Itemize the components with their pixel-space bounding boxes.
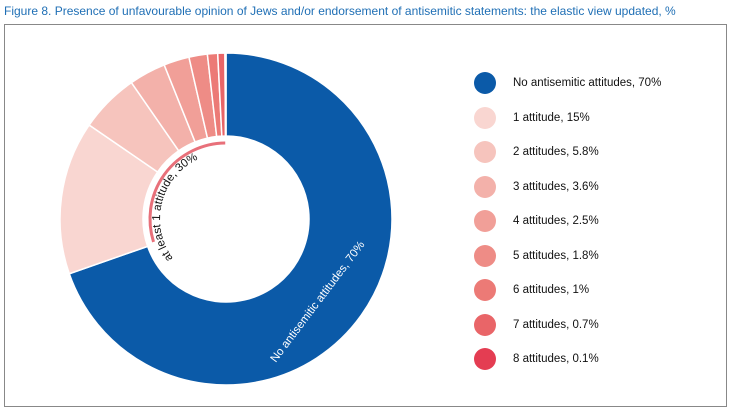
figure-title: Figure 8. Presence of unfavourable opini… bbox=[4, 4, 676, 18]
legend-swatch bbox=[474, 313, 496, 336]
legend-item: 2 attitudes, 5.8% bbox=[474, 135, 661, 170]
legend-label: 7 attitudes, 0.7% bbox=[513, 318, 599, 331]
legend-label: 5 attitudes, 1.8% bbox=[513, 249, 599, 262]
legend-item: 4 attitudes, 2.5% bbox=[474, 204, 661, 239]
donut-slice-9 bbox=[224, 52, 227, 137]
legend-item: 3 attitudes, 3.6% bbox=[474, 170, 661, 205]
legend-label: 4 attitudes, 2.5% bbox=[513, 215, 599, 228]
legend-item: 5 attitudes, 1.8% bbox=[474, 239, 661, 274]
legend-item: 6 attitudes, 1% bbox=[474, 273, 661, 308]
legend-label: 2 attitudes, 5.8% bbox=[513, 146, 599, 159]
legend-label: No antisemitic attitudes, 70% bbox=[513, 77, 662, 90]
legend-item: No antisemitic attitudes, 70% bbox=[474, 66, 661, 101]
legend-label: 1 attitude, 15% bbox=[513, 111, 590, 124]
donut-slice-1 bbox=[68, 52, 393, 386]
legend-label: 3 attitudes, 3.6% bbox=[513, 180, 599, 193]
legend-swatch bbox=[474, 175, 496, 198]
legend-swatch bbox=[474, 106, 496, 129]
group-arc bbox=[148, 141, 226, 243]
chart-frame bbox=[4, 24, 727, 407]
legend-swatch bbox=[474, 279, 496, 302]
legend-label: 8 attitudes, 0.1% bbox=[513, 353, 599, 366]
legend-item: 1 attitude, 15% bbox=[474, 101, 661, 136]
chart-legend: No antisemitic attitudes, 70% 1 attitude,… bbox=[474, 66, 661, 377]
legend-swatch bbox=[474, 210, 496, 233]
legend-item: 7 attitudes, 0.7% bbox=[474, 308, 661, 343]
legend-label: 6 attitudes, 1% bbox=[513, 284, 590, 297]
legend-swatch bbox=[474, 244, 496, 267]
legend-swatch bbox=[474, 141, 496, 164]
legend-item: 8 attitudes, 0.1% bbox=[474, 342, 661, 377]
legend-swatch bbox=[474, 348, 496, 371]
legend-swatch bbox=[474, 72, 496, 95]
